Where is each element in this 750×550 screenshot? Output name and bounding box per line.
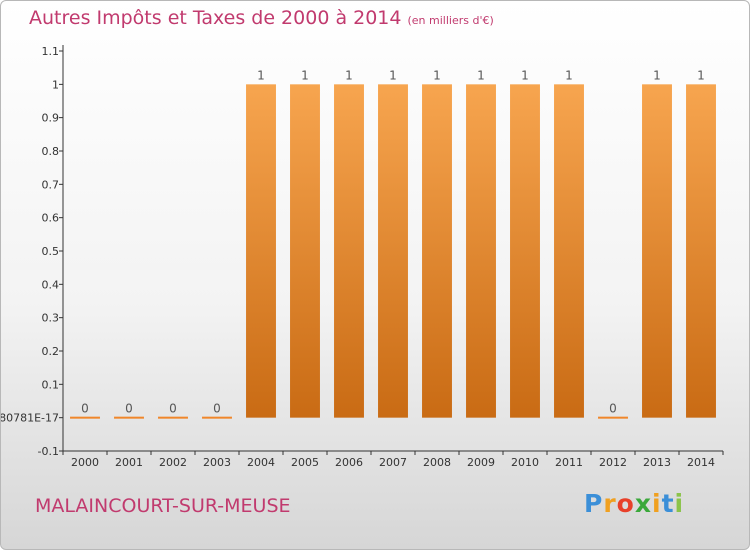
data-labels: 0 0 0 0 1 1 1 1 1 1 1 1 0 1 1	[81, 68, 705, 415]
x-tick-label: 2001	[115, 456, 143, 469]
y-tick-label: 1	[52, 78, 59, 91]
chart-title-block: Autres Impôts et Taxes de 2000 à 2014 (en…	[29, 7, 494, 29]
x-tick-label: 2008	[423, 456, 451, 469]
brand-letter: o	[616, 489, 635, 518]
bar	[598, 416, 628, 419]
bar	[114, 416, 144, 419]
x-axis: 2000 2001 2002 2003 2004 2005 2006 2007 2008 2009…	[62, 450, 724, 469]
bar	[70, 416, 100, 419]
y-tick-label: 0.3	[42, 312, 60, 325]
data-label: 1	[565, 68, 573, 82]
x-tick-label: 2011	[555, 456, 583, 469]
bar	[290, 84, 320, 418]
bar	[202, 416, 232, 419]
data-label: 1	[653, 68, 661, 82]
y-tick-label: 0.2	[42, 345, 60, 358]
x-tick-label: 2013	[643, 456, 671, 469]
bar	[334, 84, 364, 418]
bar	[510, 84, 540, 418]
bar	[158, 416, 188, 419]
bar	[686, 84, 716, 418]
brand-letter: i	[674, 489, 685, 518]
y-tick-label: 0.6	[42, 212, 60, 225]
data-label: 1	[521, 68, 529, 82]
y-tick-label: -0.1	[38, 445, 59, 458]
y-tick-label: 0.7	[42, 178, 60, 191]
data-label: 0	[125, 402, 133, 416]
data-label: 1	[257, 68, 265, 82]
bar	[246, 84, 276, 418]
x-tick-label: 2007	[379, 456, 407, 469]
bar	[466, 84, 496, 418]
data-label: 0	[213, 402, 221, 416]
y-tick-label: 0.5	[42, 245, 60, 258]
brand-letter: r	[603, 489, 617, 518]
data-label: 1	[301, 68, 309, 82]
y-tick-label: 0.9	[42, 112, 60, 125]
chart-subtitle: (en milliers d'€)	[407, 14, 494, 27]
data-label: 1	[389, 68, 397, 82]
proxiti-logo[interactable]: Proxiti	[584, 489, 684, 518]
x-tick-label: 2004	[247, 456, 275, 469]
chart-title: Autres Impôts et Taxes de 2000 à 2014	[29, 7, 402, 29]
x-tick-label: 2005	[291, 456, 319, 469]
data-label: 0	[609, 402, 617, 416]
data-label: 0	[169, 402, 177, 416]
bars	[70, 84, 716, 419]
brand-letter: P	[584, 489, 604, 518]
bar	[642, 84, 672, 418]
x-tick-label: 2006	[335, 456, 363, 469]
bar	[554, 84, 584, 418]
data-label: 1	[433, 68, 441, 82]
data-label: 1	[697, 68, 705, 82]
commune-name: MALAINCOURT-SUR-MEUSE	[35, 495, 291, 517]
bar	[378, 84, 408, 418]
y-tick-label: 0.8	[42, 145, 60, 158]
x-tick-label: 2009	[467, 456, 495, 469]
y-tick-label: 0.4	[42, 278, 60, 291]
y-tick-label: 1.387778780781E-17	[1, 412, 59, 425]
y-tick-label: 1.1	[42, 45, 60, 58]
brand-letter: t	[661, 489, 675, 518]
x-tick-label: 2014	[687, 456, 715, 469]
x-tick-label: 2012	[599, 456, 627, 469]
data-label: 1	[345, 68, 353, 82]
y-tick-label: 0.1	[42, 378, 60, 391]
x-tick-label: 2010	[511, 456, 539, 469]
x-tick-label: 2000	[71, 456, 99, 469]
bar	[422, 84, 452, 418]
data-label: 0	[81, 402, 89, 416]
data-label: 1	[477, 68, 485, 82]
brand-letter: i	[652, 489, 662, 518]
x-tick-label: 2002	[159, 456, 187, 469]
x-tick-label: 2003	[203, 456, 231, 469]
y-axis: -0.1 1.387778780781E-17 0.1 0.2 0.3 0.4 0.5 0.6…	[1, 45, 64, 458]
brand-letter: x	[634, 489, 652, 518]
